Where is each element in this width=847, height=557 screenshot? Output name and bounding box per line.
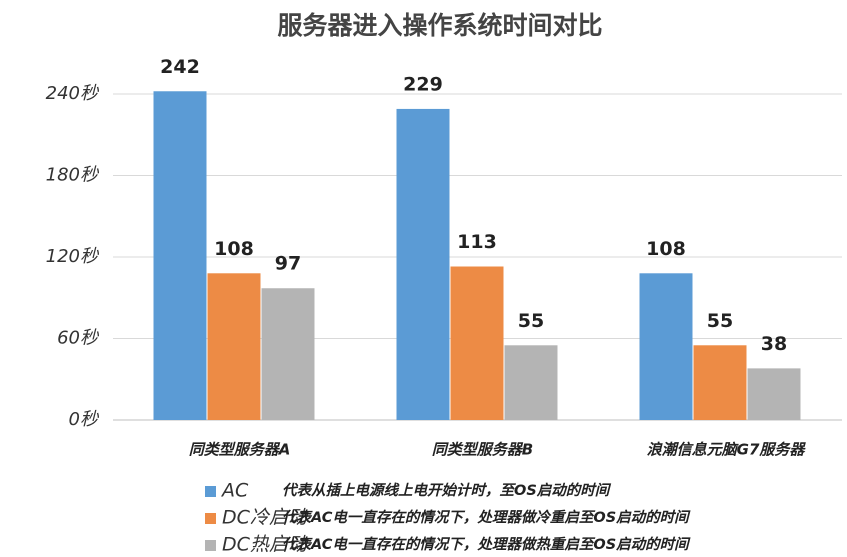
x-tick-label: 浪潮信息元脑G7服务器: [647, 441, 807, 459]
legend-description: 代表从插上电源线上电开始计时，至OS启动的时间: [282, 482, 612, 499]
bar: [207, 273, 261, 420]
legend-label: AC: [220, 480, 249, 502]
y-tick-label: 0秒: [69, 409, 100, 430]
value-label: 108: [214, 238, 254, 260]
value-label: 97: [275, 253, 301, 275]
bar: [153, 91, 207, 420]
legend-swatch: [205, 540, 216, 551]
y-tick-label: 240秒: [46, 83, 100, 104]
x-tick-label: 同类型服务器B: [432, 441, 533, 459]
legend-description: 代表AC电一直存在的情况下，处理器做热重启至OS启动的时间: [282, 536, 691, 553]
legend-label: DC冷启动: [222, 507, 309, 529]
y-tick-label: 180秒: [46, 164, 100, 185]
value-label: 229: [403, 73, 443, 95]
legend-label: DC热启动: [222, 534, 309, 556]
bar: [639, 273, 693, 420]
value-label: 55: [707, 310, 733, 332]
bar: [450, 266, 504, 420]
y-tick-label: 120秒: [46, 246, 100, 267]
legend-description: 代表AC电一直存在的情况下，处理器做冷重启至OS启动的时间: [282, 509, 691, 526]
bar: [396, 108, 450, 421]
legend-swatch: [205, 486, 216, 497]
bar: [693, 345, 747, 420]
value-label: 38: [761, 333, 787, 355]
legend-swatch: [205, 513, 216, 524]
value-label: 242: [160, 56, 200, 78]
bar: [261, 288, 315, 420]
chart-title: 服务器进入操作系统时间对比: [277, 11, 602, 40]
value-label: 108: [646, 238, 686, 260]
bar: [504, 345, 558, 420]
value-label: 55: [518, 310, 544, 332]
x-tick-label: 同类型服务器A: [189, 441, 291, 459]
bar: [747, 368, 801, 420]
value-label: 113: [457, 231, 497, 253]
y-tick-label: 60秒: [57, 327, 100, 348]
